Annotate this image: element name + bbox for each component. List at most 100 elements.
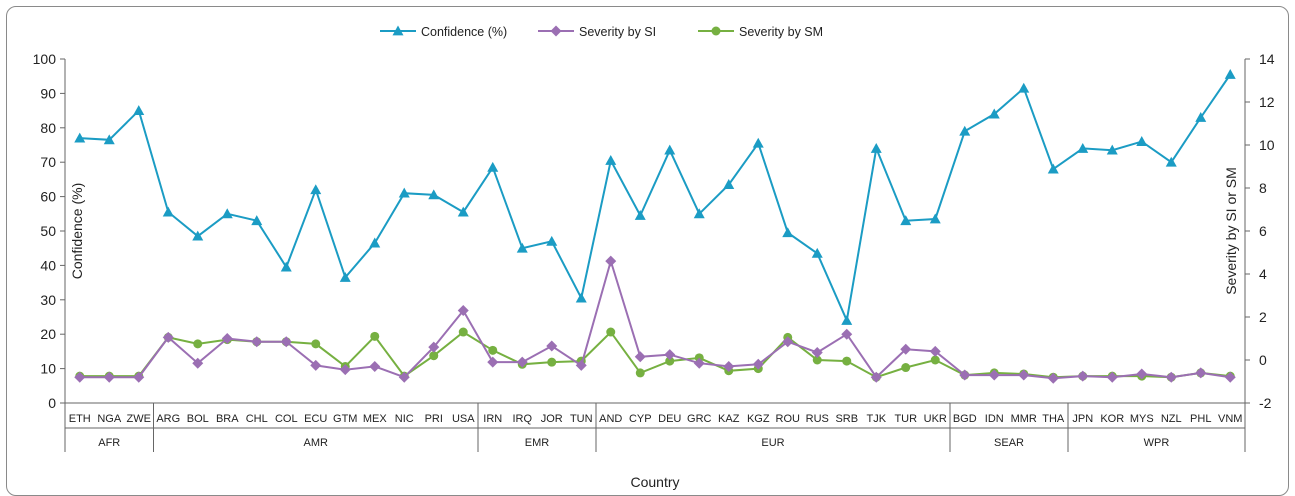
data-point-severity-by-si: [782, 336, 794, 348]
data-point-confidence: [1018, 82, 1030, 93]
category-label: UKR: [924, 413, 947, 425]
category-label: IDN: [985, 413, 1004, 425]
data-point-severity-by-sm: [488, 345, 498, 355]
left-tick-label: 0: [48, 395, 56, 411]
category-label: BOL: [187, 413, 209, 425]
data-point-severity-by-si: [310, 359, 322, 371]
right-tick-label: 6: [1259, 223, 1267, 239]
left-tick-label: 20: [40, 326, 56, 342]
x-axis-label: Country: [630, 474, 679, 490]
category-label: GTM: [333, 413, 357, 425]
data-point-confidence: [310, 184, 322, 195]
data-point-severity-by-si: [1018, 369, 1030, 381]
right-tick-label: 8: [1259, 180, 1267, 196]
data-point-severity-by-si: [811, 346, 823, 358]
right-tick-label: 4: [1259, 266, 1267, 282]
data-point-severity-by-sm: [458, 327, 468, 337]
data-point-severity-by-si: [280, 336, 292, 348]
series-line-severity-by-si: [79, 257, 1231, 380]
category-label: ECU: [304, 413, 327, 425]
group-label: EMR: [525, 437, 550, 449]
left-tick-label: 70: [40, 154, 56, 170]
left-tick-label: 30: [40, 292, 56, 308]
data-point-confidence: [221, 208, 233, 219]
data-point-confidence: [988, 108, 1000, 119]
group-label: AFR: [98, 437, 120, 449]
data-point-severity-by-sm: [665, 356, 675, 366]
data-point-severity-by-si: [133, 371, 145, 383]
category-label: IRQ: [512, 413, 532, 425]
category-label: AND: [599, 413, 622, 425]
group-label: WPR: [1144, 437, 1170, 449]
data-point-confidence: [192, 230, 204, 241]
data-point-confidence: [280, 261, 292, 272]
data-point-severity-by-sm: [370, 331, 380, 341]
data-point-confidence: [133, 105, 145, 115]
data-point-confidence: [929, 213, 941, 224]
data-point-severity-by-si: [546, 340, 558, 352]
series-line-severity-by-sm: [79, 330, 1231, 379]
data-point-confidence: [605, 154, 617, 165]
category-label: NZL: [1161, 413, 1182, 425]
data-point-severity-by-si: [1077, 370, 1089, 382]
data-point-confidence: [900, 215, 912, 226]
right-tick-label: 2: [1259, 309, 1267, 325]
data-point-confidence: [546, 235, 558, 246]
data-point-confidence: [162, 206, 174, 217]
data-point-severity-by-si: [516, 356, 528, 368]
data-point-confidence: [811, 247, 823, 258]
data-point-confidence: [1047, 163, 1059, 174]
category-label: KAZ: [718, 413, 740, 425]
category-label: NIC: [395, 413, 414, 425]
data-point-severity-by-si: [752, 358, 764, 370]
data-point-confidence: [1224, 68, 1236, 79]
data-point-severity-by-si: [339, 364, 351, 376]
group-label: EUR: [761, 437, 784, 449]
data-point-confidence: [1165, 156, 1177, 167]
data-point-severity-by-si: [870, 371, 882, 383]
data-point-severity-by-si: [457, 305, 469, 317]
data-point-confidence: [723, 179, 735, 189]
category-label: KOR: [1100, 413, 1124, 425]
data-point-confidence: [959, 125, 971, 136]
data-point-confidence: [664, 144, 676, 155]
category-label: CHL: [246, 413, 268, 425]
data-point-severity-by-si: [1224, 371, 1236, 383]
data-point-severity-by-sm: [930, 355, 940, 365]
category-label: TUN: [570, 413, 593, 425]
data-point-confidence: [516, 242, 528, 253]
data-point-severity-by-sm: [635, 368, 645, 378]
data-point-severity-by-si: [693, 357, 705, 369]
right-tick-label: 0: [1259, 352, 1267, 368]
data-point-severity-by-si: [988, 369, 1000, 381]
category-label: JPN: [1072, 413, 1093, 425]
data-point-confidence: [251, 215, 263, 226]
category-label: ZWE: [127, 413, 151, 425]
data-point-severity-by-si: [74, 371, 86, 383]
data-point-severity-by-si: [192, 357, 204, 369]
left-tick-label: 10: [40, 361, 56, 377]
category-label: JOR: [541, 413, 563, 425]
data-point-severity-by-si: [162, 331, 174, 343]
category-label: MMR: [1011, 413, 1037, 425]
series-line-confidence: [79, 73, 1232, 324]
data-point-severity-by-si: [1136, 368, 1148, 380]
left-tick-label: 100: [33, 51, 57, 67]
category-label: IRN: [483, 413, 502, 425]
data-point-confidence: [398, 187, 410, 198]
legend-marker-confidence: [392, 25, 404, 36]
right-tick-label: 10: [1259, 137, 1275, 153]
right-tick-label: 12: [1259, 94, 1275, 110]
data-point-confidence: [339, 271, 351, 282]
data-point-severity-by-si: [900, 343, 912, 355]
category-label: CYP: [629, 413, 652, 425]
data-point-confidence: [487, 161, 499, 172]
data-point-severity-by-si: [1195, 367, 1207, 379]
data-point-severity-by-si: [1106, 371, 1118, 383]
category-label: TJK: [866, 413, 886, 425]
data-point-severity-by-sm: [193, 339, 203, 349]
legend-label-severity-by-si: Severity by SI: [579, 25, 656, 39]
category-label: ROU: [776, 413, 801, 425]
category-label: PRI: [425, 413, 443, 425]
